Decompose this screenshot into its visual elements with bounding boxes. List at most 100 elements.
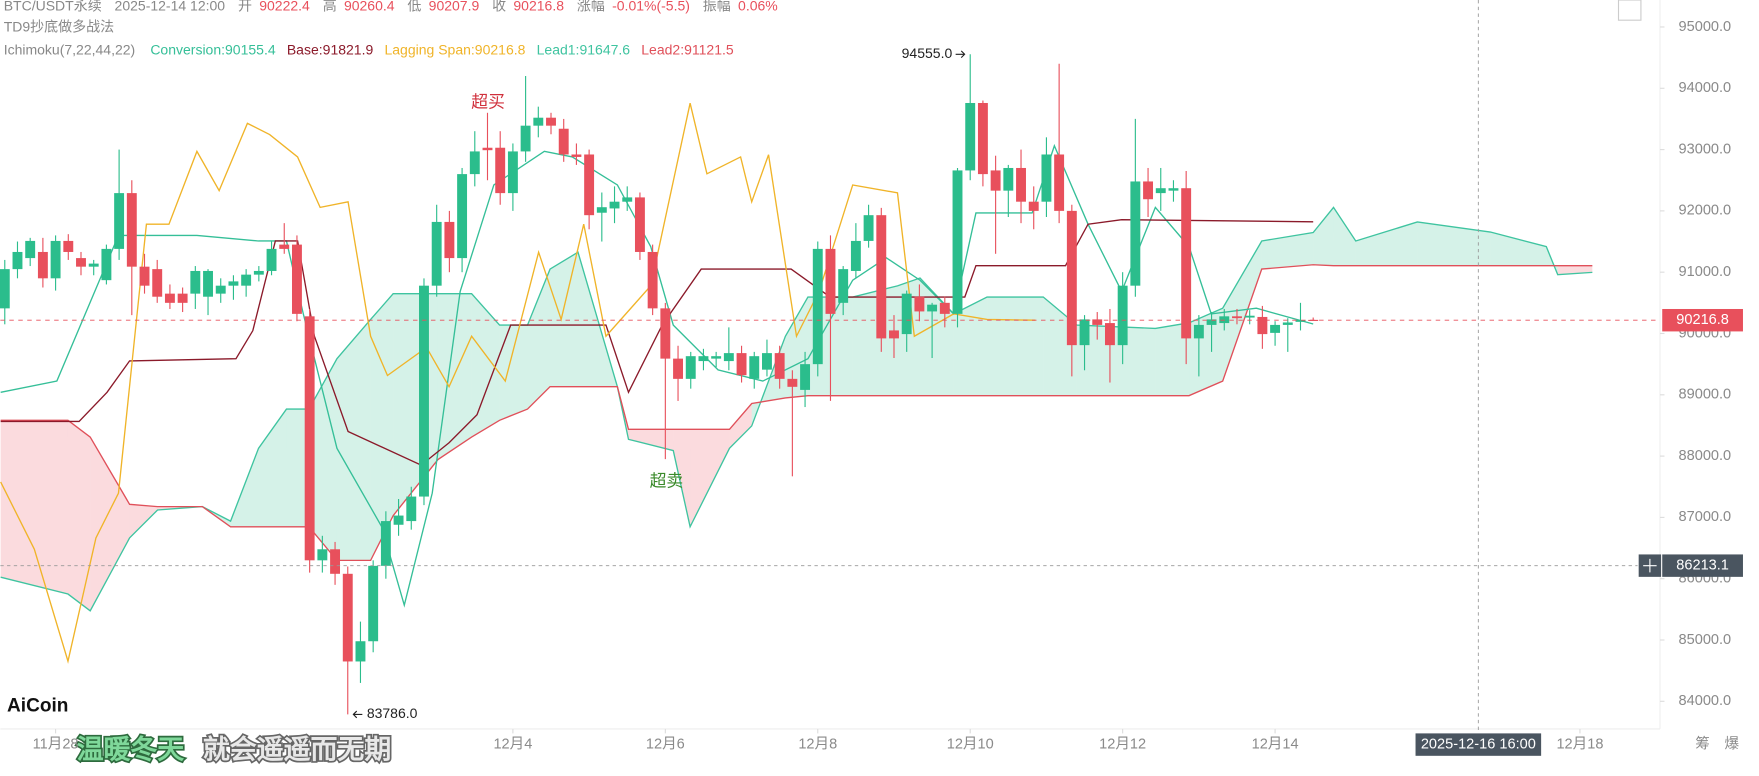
candle-body [37,251,48,279]
candle-body [812,248,823,365]
candle-body [965,102,976,171]
candle-body [1016,167,1026,202]
candle-body [990,170,1001,191]
candle-body [762,353,772,370]
crosshair-x-label: 2025-12-16 16:00 [1421,736,1536,752]
candle-body [952,170,963,314]
candle-body [203,270,213,297]
candle-body [736,353,747,376]
y-tick-label: 85000.0 [1679,632,1732,648]
cloud-segment [1355,221,1418,266]
legend-value: 91821.9 [323,41,374,57]
candle-body [139,266,150,286]
x-tick-label: 12月10 [947,736,994,752]
candle-body [749,356,760,379]
cloud-segment [527,269,551,410]
candle-body [1130,181,1141,286]
y-tick-label: 93000.0 [1679,141,1732,157]
candle-body [609,201,620,209]
watermark: AiCoin [7,696,68,717]
candle-body [596,207,607,213]
candle-body [1143,181,1154,200]
candle-body [1168,188,1179,191]
candle-body [1270,324,1281,333]
candle-body [330,549,341,574]
candle-body [533,117,544,126]
candle-body [1219,316,1230,324]
cloud-segment [370,293,394,561]
cloud-segment [729,403,752,449]
indicator-name: Ichimoku(7,22,44,22) [4,41,136,57]
candle-body [1066,210,1077,346]
lead-line [0,206,1593,612]
y-tick-label: 87000.0 [1679,509,1732,525]
candle-body [507,151,518,194]
time: 2025-12-14 12:00 [115,0,226,13]
cloud-segment [1261,232,1314,270]
candle-body [977,102,988,175]
plus-icon [1643,558,1657,573]
crosshair-y-tag [1662,554,1743,577]
candle-body [431,221,442,286]
candle-body [520,125,531,152]
cloud-segment [1417,221,1491,266]
legend-value: 90216.8 [475,41,526,57]
subtitle-part: 温暖冬天 [77,733,185,764]
candle-body [673,358,683,379]
candle-body [482,147,493,151]
candle-body [723,353,734,362]
cloud-segment [628,429,674,451]
amplitude-value: 0.06% [738,0,778,13]
x-tick-label: 12月8 [798,736,837,752]
candle-body [1117,285,1128,346]
low-value: 90207.9 [429,0,480,13]
cloud-segment [67,420,91,611]
candle-body [355,641,366,662]
y-tick-label: 91000.0 [1679,264,1732,280]
candle-body [546,117,556,126]
candle-body [1041,154,1052,202]
x-tick-label: 12月12 [1099,736,1146,752]
close-label: 收 [492,0,506,13]
cloud-segment [309,358,337,561]
crosshair-x-tag [1415,733,1542,756]
cloud-segment [499,325,528,421]
candle-body [850,240,861,271]
oversold-label: 超卖 [650,472,684,491]
candle-body [101,248,112,281]
y-tick-label: 84000.0 [1679,693,1732,709]
candle-body [368,565,379,642]
tool-icon[interactable]: 筹 [1695,735,1710,752]
tool-icon[interactable]: 爆 [1724,735,1739,752]
high-arrow [955,50,966,59]
x-tick-label: 12月4 [493,736,532,752]
cloud-segment [0,420,68,595]
y-tick-label: 95000.0 [1679,19,1732,35]
x-tick-label: 12月6 [646,736,685,752]
change-label: 涨幅 [577,0,605,13]
candle-body [927,304,938,312]
indicator-legend: Ichimoku(7,22,44,22) Conversion:90155.4 B… [4,41,734,57]
candle-body [1092,319,1103,325]
candle-body [622,197,633,202]
cloud-segment [987,297,1044,396]
candle-body [1257,316,1268,335]
x-tick-label: 12月18 [1556,736,1603,752]
candle-body [660,308,671,359]
candle-body [393,515,404,525]
high-label: 94555.0 [902,45,953,61]
price-tag-label: 90216.8 [1676,312,1729,328]
cloud-segment [437,293,472,460]
fullscreen-icon[interactable] [1617,0,1642,21]
low-label: 83786.0 [367,705,418,721]
y-tick-label: 89000.0 [1679,387,1732,403]
candle-body [114,193,125,249]
candle-body [825,248,836,314]
cloud-segment [258,409,287,527]
x-tick-label: 12月14 [1252,736,1299,752]
legend-name: Base: [287,41,323,57]
candle-body [190,270,201,294]
cloud-segment [336,319,371,561]
candle-body [901,293,912,335]
